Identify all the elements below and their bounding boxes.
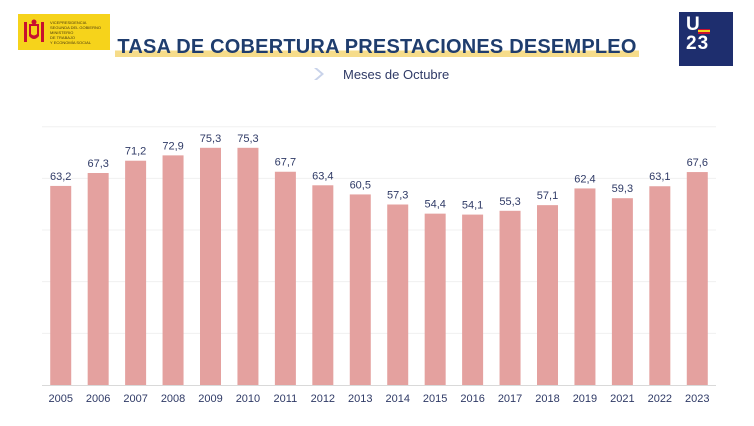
x-tick-2008: 2008 <box>161 393 185 405</box>
data-label-2006: 67,3 <box>87 158 108 170</box>
data-label-2015: 54,4 <box>424 199 445 211</box>
data-label-2010: 75,3 <box>237 133 258 145</box>
data-label-2019: 62,4 <box>574 173 595 185</box>
bar-2021 <box>611 198 633 385</box>
coat-of-arms-icon <box>24 19 44 42</box>
x-tick-2021: 2021 <box>610 393 634 405</box>
bar-2022 <box>649 186 671 385</box>
x-tick-2019: 2019 <box>573 393 597 405</box>
data-label-2009: 75,3 <box>200 133 221 145</box>
x-tick-2012: 2012 <box>311 393 335 405</box>
x-tick-2006: 2006 <box>86 393 110 405</box>
x-tick-2011: 2011 <box>274 393 298 405</box>
bar-2017 <box>499 210 521 385</box>
bar-2023 <box>686 172 708 385</box>
chart-title: TASA DE COBERTURA PRESTACIONES DESEMPLEO <box>0 36 754 59</box>
government-logo: VICEPRESIDENCIA SEGUNDA DEL GOBIERNO MIN… <box>18 14 110 50</box>
spain-flag-icon <box>698 29 710 34</box>
bar-2011 <box>274 171 296 385</box>
chevron-right-icon <box>314 68 324 80</box>
government-logo-text: VICEPRESIDENCIA SEGUNDA DEL GOBIERNO MIN… <box>50 19 101 45</box>
data-label-2021: 59,3 <box>612 183 633 195</box>
bar-2014 <box>387 204 409 385</box>
x-tick-2007: 2007 <box>123 393 147 405</box>
data-label-2017: 55,3 <box>499 196 520 208</box>
data-label-2013: 60,5 <box>350 179 371 191</box>
bar-2009 <box>200 147 221 385</box>
x-tick-2009: 2009 <box>198 393 222 405</box>
chart-subtitle: Meses de Octubre <box>343 67 450 82</box>
bar-2013 <box>349 194 371 385</box>
bar-2015 <box>424 213 446 385</box>
x-tick-2014: 2014 <box>385 393 409 405</box>
bar-2006 <box>87 173 109 385</box>
x-tick-2005: 2005 <box>48 393 72 405</box>
x-tick-2017: 2017 <box>498 393 522 405</box>
chart-title-text: TASA DE COBERTURA PRESTACIONES DESEMPLEO <box>115 36 639 59</box>
bar-2012 <box>312 185 334 385</box>
x-tick-2015: 2015 <box>423 393 447 405</box>
eu-presidency-logo: U 23 <box>679 12 733 66</box>
bar-2008 <box>162 155 184 385</box>
data-label-2007: 71,2 <box>125 146 146 158</box>
bar-2005 <box>50 185 72 385</box>
data-label-2016: 54,1 <box>462 200 483 212</box>
data-label-2012: 63,4 <box>312 170 333 182</box>
data-label-2023: 67,6 <box>687 157 708 169</box>
x-tick-2023: 2023 <box>685 393 709 405</box>
data-label-2014: 57,3 <box>387 190 408 202</box>
data-label-2011: 67,7 <box>275 157 296 169</box>
data-label-2018: 57,1 <box>537 190 558 202</box>
bar-2007 <box>125 160 147 385</box>
bar-2018 <box>537 205 558 385</box>
x-tick-2010: 2010 <box>236 393 260 405</box>
bar-2019 <box>574 188 596 385</box>
x-tick-2016: 2016 <box>460 393 484 405</box>
eu-logo-letter: U <box>686 14 701 35</box>
data-label-2008: 72,9 <box>162 140 183 152</box>
x-tick-2022: 2022 <box>648 393 672 405</box>
x-tick-2013: 2013 <box>348 393 372 405</box>
bar-2010 <box>237 147 259 385</box>
eu-logo-number: 23 <box>686 33 710 54</box>
x-tick-2018: 2018 <box>535 393 559 405</box>
data-label-2022: 63,1 <box>649 171 670 183</box>
bar-2016 <box>462 214 484 385</box>
data-label-2005: 63,2 <box>50 171 71 183</box>
